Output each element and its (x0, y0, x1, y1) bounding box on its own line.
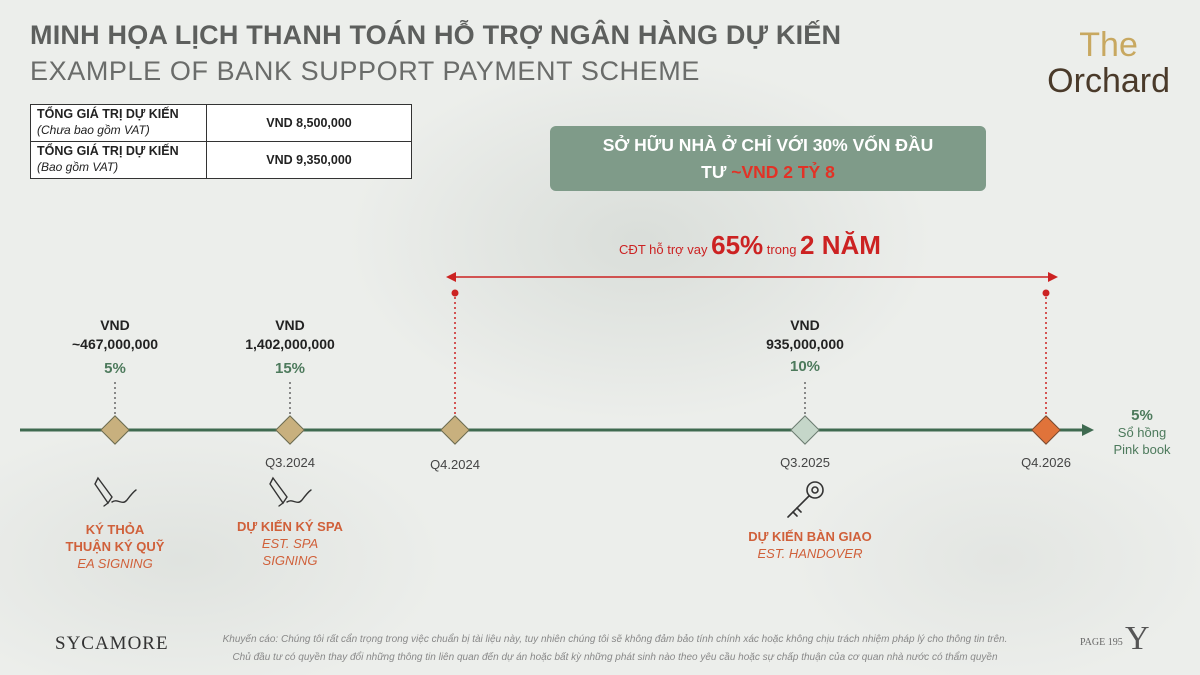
price-label-cell: TỔNG GIÁ TRỊ DỰ KIẾN (Chưa bao gồm VAT) (30, 104, 207, 142)
page-number: PAGE 195 (1080, 637, 1123, 648)
milestone-vn: DỰ KIẾN BÀN GIAO (748, 529, 872, 544)
milestone-diamond (440, 415, 470, 445)
span-arrowhead-right (1048, 272, 1058, 282)
quarter-label: Q4.2024 (430, 457, 480, 472)
table-row: TỔNG GIÁ TRỊ DỰ KIẾN (Chưa bao gồm VAT) … (30, 104, 412, 142)
table-row: TỔNG GIÁ TRỊ DỰ KIẾN (Bao gồm VAT) VND 9… (30, 141, 412, 179)
banner-line2-prefix: TƯ (701, 162, 732, 182)
span-dot-start (451, 289, 459, 297)
price-value: VND 9,350,000 (206, 141, 412, 179)
payment-amount-3: VND 935,000,000 (725, 316, 885, 354)
loan-span-arrow (446, 272, 1058, 420)
quarter-label: Q3.2024 (265, 455, 315, 470)
ownership-banner: SỞ HỮU NHÀ Ở CHỈ VỚI 30% VỐN ĐẦU TƯ ~VND… (550, 126, 986, 191)
banner-highlight: ~VND 2 TỶ 8 (731, 162, 835, 182)
timeline-arrowhead (1082, 424, 1094, 436)
banner-line2: TƯ ~VND 2 TỶ 8 (550, 159, 986, 186)
milestone-diamond (275, 415, 305, 445)
payment-amount-1: VND ~467,000,000 (45, 316, 185, 354)
loan-support-label: CĐT hỗ trợ vay 65% trong 2 NĂM (450, 230, 1050, 261)
disclaimer: Khuyến cáo: Chúng tôi rất cẩn trọng tron… (175, 631, 1055, 667)
page-title: MINH HỌA LỊCH THANH TOÁN HỖ TRỢ NGÂN HÀN… (30, 20, 842, 50)
price-table: TỔNG GIÁ TRỊ DỰ KIẾN (Chưa bao gồm VAT) … (30, 104, 412, 179)
brand-mark: Y (1125, 620, 1150, 657)
payment-percent-1: 5% (104, 360, 126, 377)
logo-line1: The (1079, 26, 1138, 64)
price-label-cell: TỔNG GIÁ TRỊ DỰ KIẾN (Bao gồm VAT) (30, 141, 207, 179)
span-dot-end (1042, 289, 1050, 297)
milestone-en: EST. SPA (261, 536, 319, 551)
final-percent: 5% (1131, 407, 1153, 424)
the-orchard-logo: The Orchard (1047, 28, 1170, 98)
payment-currency: VND (790, 317, 820, 333)
payment-value: 1,402,000,000 (245, 336, 335, 352)
price-label: TỔNG GIÁ TRỊ DỰ KIẾN (37, 144, 179, 159)
milestone-diamond-final (1031, 415, 1061, 445)
support-duration: 2 NĂM (800, 230, 881, 260)
span-arrowhead-left (446, 272, 456, 282)
payment-currency: VND (100, 317, 130, 333)
milestone-diamond-handover (790, 415, 820, 445)
milestone-ea-signing: KÝ THỎA THUẬN KÝ QUỸ EA SIGNING (45, 521, 185, 572)
payment-value: 935,000,000 (766, 336, 844, 352)
milestone-handover: DỰ KIẾN BÀN GIAO EST. HANDOVER (725, 528, 895, 562)
quarter-label: Q3.2025 (780, 455, 830, 470)
sycamore-logo: SYCAMORE (55, 633, 169, 654)
payment-percent-3: 10% (789, 358, 821, 375)
payment-currency: VND (275, 317, 305, 333)
price-note: (Chưa bao gồm VAT) (37, 123, 150, 137)
disclaimer-line1: Khuyến cáo: Chúng tôi rất cẩn trọng tron… (222, 634, 1008, 645)
price-label: TỔNG GIÁ TRỊ DỰ KIẾN (37, 107, 179, 122)
milestone-diamond (100, 415, 130, 445)
milestone-vn: THUẬN KÝ QUỸ (65, 539, 165, 554)
payment-value: ~467,000,000 (71, 336, 159, 352)
sign-pen-icon (94, 476, 137, 507)
payment-percent-2: 15% (274, 360, 306, 377)
sign-pen-icon (269, 476, 312, 507)
support-percent: 65% (711, 230, 764, 260)
milestone-en: SIGNING (262, 553, 318, 568)
final-label-vn: Sổ hồng (1117, 425, 1167, 440)
milestone-vn: DỰ KIẾN KÝ SPA (237, 519, 343, 534)
page-subtitle: EXAMPLE OF BANK SUPPORT PAYMENT SCHEME (30, 56, 700, 86)
final-label-en: Pink book (1113, 442, 1171, 457)
banner-line1: SỞ HỮU NHÀ Ở CHỈ VỚI 30% VỐN ĐẦU (602, 135, 934, 155)
milestone-vn: KÝ THỎA (85, 522, 145, 537)
quarter-label: Q4.2026 (1021, 455, 1071, 470)
milestone-en: EST. HANDOVER (757, 546, 863, 561)
price-value: VND 8,500,000 (206, 104, 412, 142)
milestone-en: EA SIGNING (77, 556, 153, 571)
milestone-spa-signing: DỰ KIẾN KÝ SPA EST. SPA SIGNING (215, 518, 365, 569)
key-icon (787, 481, 824, 518)
price-note: (Bao gồm VAT) (37, 160, 119, 174)
support-mid: trong (763, 242, 801, 257)
disclaimer-line2: Chủ đầu tư có quyền thay đổi những thông… (232, 652, 998, 663)
support-pre: CĐT hỗ trợ vay (619, 242, 712, 257)
final-payment-label: 5% Sổ hồng Pink book (1100, 407, 1184, 458)
logo-line2: Orchard (1047, 62, 1170, 100)
payment-amount-2: VND 1,402,000,000 (210, 316, 370, 354)
